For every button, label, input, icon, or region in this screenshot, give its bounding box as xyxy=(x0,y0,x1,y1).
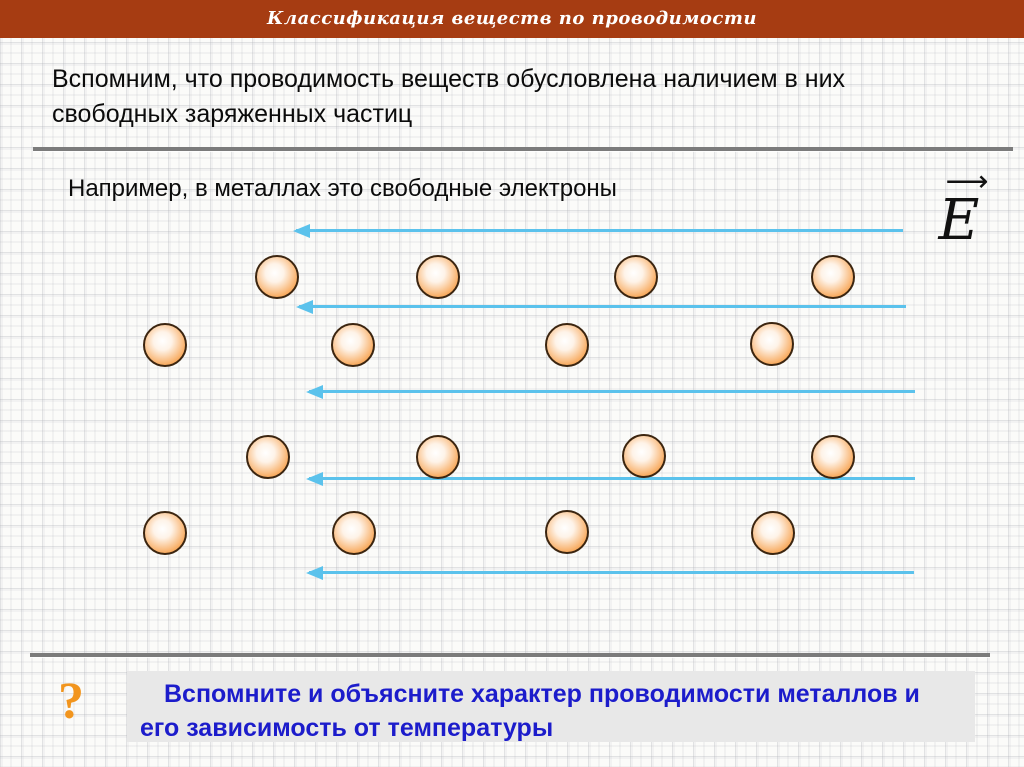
question-box: Вспомните и объясните характер проводимо… xyxy=(127,671,975,742)
intro-text: Вспомним, что проводимость веществ обусл… xyxy=(52,65,846,128)
slide-title-bar: Классификация веществ по проводимости xyxy=(0,0,1024,38)
electron xyxy=(811,435,855,479)
field-arrow-left xyxy=(309,390,915,393)
field-arrow-left xyxy=(309,571,914,574)
example-text: Например, в металлах это свободные элект… xyxy=(68,175,617,202)
slide-title: Классификация веществ по проводимости xyxy=(267,8,757,29)
question-text: Вспомните и объясните характер проводимо… xyxy=(140,680,920,742)
electron xyxy=(614,255,658,299)
electron xyxy=(143,511,187,555)
vector-arrow-icon: ⟶ xyxy=(945,165,989,198)
electric-field-label: ⟶ E xyxy=(928,165,990,253)
electron xyxy=(416,255,460,299)
electron xyxy=(545,510,589,554)
electron xyxy=(811,255,855,299)
electron xyxy=(416,435,460,479)
field-arrow-left xyxy=(296,229,903,232)
electron xyxy=(255,255,299,299)
electron xyxy=(332,511,376,555)
electron xyxy=(545,323,589,367)
field-arrow-left xyxy=(299,305,906,308)
question-mark-icon: ? xyxy=(58,673,84,730)
field-symbol: E xyxy=(938,188,980,253)
electron xyxy=(751,511,795,555)
electron xyxy=(331,323,375,367)
divider-bottom xyxy=(30,653,990,657)
electron xyxy=(750,322,794,366)
electron xyxy=(622,434,666,478)
field-arrow-left xyxy=(309,477,915,480)
electron xyxy=(143,323,187,367)
electron xyxy=(246,435,290,479)
divider-top xyxy=(33,147,1013,151)
